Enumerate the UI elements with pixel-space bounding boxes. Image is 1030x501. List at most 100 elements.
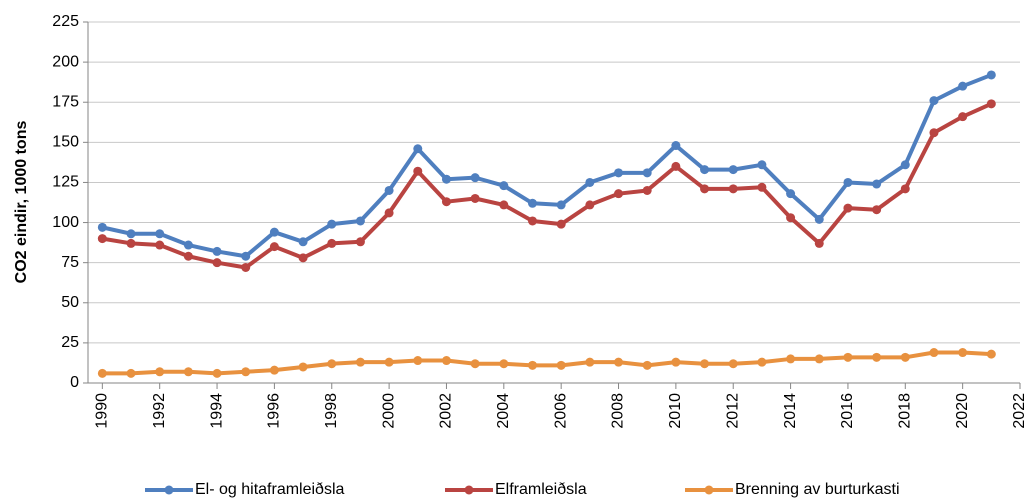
data-point xyxy=(929,348,939,358)
y-tick-label: 125 xyxy=(52,174,79,191)
data-point xyxy=(527,198,537,208)
data-point xyxy=(900,352,910,362)
x-tick-label: 2022 xyxy=(1011,393,1028,429)
data-point xyxy=(269,227,279,237)
legend-marker xyxy=(704,485,714,495)
data-point xyxy=(97,368,107,378)
data-point xyxy=(269,242,279,252)
y-tick-label: 175 xyxy=(52,93,79,110)
data-point xyxy=(700,184,710,194)
data-point xyxy=(958,348,968,358)
data-point xyxy=(585,200,595,210)
x-tick-label: 2006 xyxy=(552,393,569,429)
data-point xyxy=(814,214,824,224)
data-point xyxy=(757,357,767,367)
data-point xyxy=(384,185,394,195)
data-point xyxy=(728,165,738,175)
y-tick-label: 0 xyxy=(70,374,79,391)
y-tick-label: 25 xyxy=(61,334,79,351)
x-tick-label: 2008 xyxy=(610,393,627,429)
data-point xyxy=(355,357,365,367)
data-point xyxy=(155,229,165,239)
x-tick-label: 1996 xyxy=(266,393,283,429)
data-point xyxy=(872,205,882,215)
data-point xyxy=(97,234,107,244)
data-point xyxy=(556,360,566,370)
x-tick-label: 2000 xyxy=(380,393,397,429)
data-point xyxy=(155,240,165,250)
data-point xyxy=(642,185,652,195)
series-line xyxy=(102,102,993,270)
legend-label: Brenning av burturkasti xyxy=(735,481,900,498)
data-point xyxy=(786,354,796,364)
x-tick-label: 1992 xyxy=(151,393,168,429)
y-tick-label: 150 xyxy=(52,134,79,151)
data-point xyxy=(470,193,480,203)
x-tick-label: 2016 xyxy=(839,393,856,429)
data-point xyxy=(556,219,566,229)
data-point xyxy=(986,349,996,359)
data-point xyxy=(126,229,136,239)
data-point xyxy=(527,360,537,370)
data-point xyxy=(728,359,738,369)
data-point xyxy=(814,354,824,364)
data-point xyxy=(241,367,251,377)
x-tick-label: 1994 xyxy=(208,393,225,429)
legend-label: El- og hitaframleiðsla xyxy=(195,481,345,498)
data-point xyxy=(355,216,365,226)
x-tick-label: 1998 xyxy=(323,393,340,429)
data-point xyxy=(986,99,996,109)
data-point xyxy=(614,189,624,199)
data-point xyxy=(786,213,796,223)
data-point xyxy=(728,184,738,194)
data-point xyxy=(671,357,681,367)
data-point xyxy=(757,160,767,170)
y-tick-label: 75 xyxy=(61,254,79,271)
data-point xyxy=(241,251,251,261)
data-point xyxy=(97,222,107,232)
data-point xyxy=(671,141,681,151)
legend-marker xyxy=(464,485,474,495)
data-point xyxy=(814,238,824,248)
data-point xyxy=(413,356,423,366)
data-point xyxy=(900,184,910,194)
data-point xyxy=(843,177,853,187)
data-point xyxy=(384,208,394,218)
data-point xyxy=(556,200,566,210)
data-point xyxy=(413,166,423,176)
data-point xyxy=(700,165,710,175)
data-point xyxy=(527,216,537,226)
data-point xyxy=(441,174,451,184)
data-point xyxy=(155,367,165,377)
data-point xyxy=(212,246,222,256)
data-point xyxy=(585,357,595,367)
data-point xyxy=(499,181,509,191)
data-point xyxy=(843,352,853,362)
x-tick-label: 2018 xyxy=(897,393,914,429)
data-point xyxy=(958,81,968,91)
y-tick-label: 100 xyxy=(52,214,79,231)
data-point xyxy=(843,203,853,213)
x-tick-label: 1990 xyxy=(94,393,111,429)
data-point xyxy=(441,356,451,366)
data-point xyxy=(384,357,394,367)
x-tick-label: 2010 xyxy=(667,393,684,429)
data-point xyxy=(872,179,882,189)
y-axis-label: CO2 eindir, 1000 tons xyxy=(13,121,30,284)
data-point xyxy=(900,160,910,170)
data-point xyxy=(126,238,136,248)
data-point xyxy=(327,359,337,369)
data-point xyxy=(470,173,480,183)
data-point xyxy=(470,359,480,369)
data-point xyxy=(642,168,652,178)
data-point xyxy=(499,359,509,369)
data-point xyxy=(212,368,222,378)
data-point xyxy=(298,237,308,247)
data-point xyxy=(642,360,652,370)
x-tick-label: 2014 xyxy=(782,393,799,429)
x-tick-label: 2012 xyxy=(724,393,741,429)
series-line xyxy=(102,350,992,376)
data-point xyxy=(298,253,308,263)
